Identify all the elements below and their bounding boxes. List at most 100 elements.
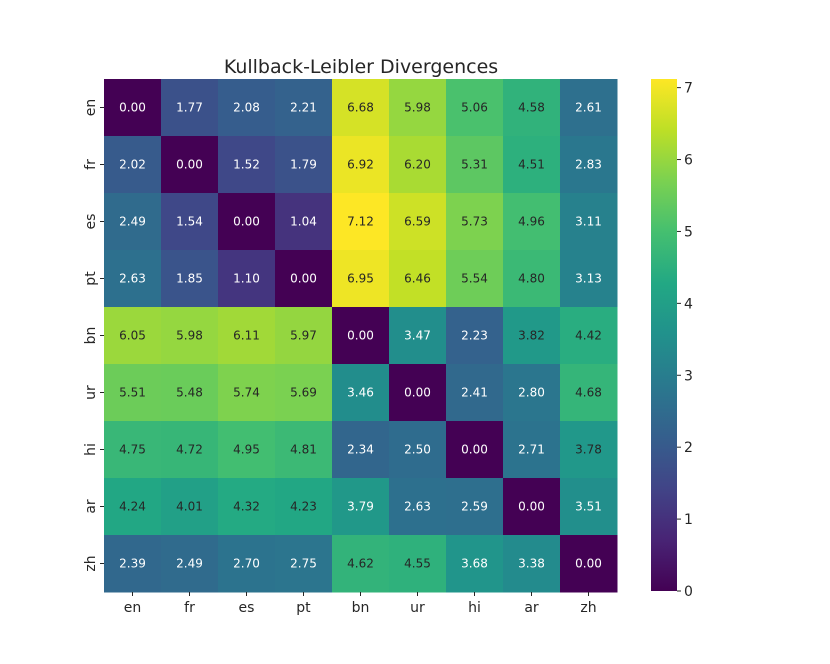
- heatmap-cell-bn-ur: [389, 307, 447, 365]
- colorbar: 0 1 2 3 4 5 6 7: [651, 79, 693, 600]
- cell-annotation: 4.96: [518, 215, 545, 229]
- heatmap-cell-zh-ar: [503, 535, 561, 593]
- cell-annotation: 0.00: [404, 386, 431, 400]
- heatmap-cell-zh-fr: [161, 535, 219, 593]
- cell-annotation: 3.46: [347, 386, 374, 400]
- y-tick-label-fr: fr: [83, 159, 99, 170]
- cell-annotation: 4.55: [404, 557, 431, 571]
- cell-annotation: 5.06: [461, 101, 488, 115]
- heatmap-cell-pt-bn: [332, 250, 390, 308]
- cell-annotation: 2.49: [176, 557, 203, 571]
- cell-annotation: 4.58: [518, 101, 545, 115]
- cell-annotation: 0.00: [575, 557, 602, 571]
- heatmap-cell-fr-es: [218, 136, 276, 194]
- cell-annotation: 2.39: [119, 557, 146, 571]
- x-tick-label-en: en: [124, 600, 142, 616]
- cell-annotation: 3.51: [575, 500, 602, 514]
- heatmap-cell-bn-es: [218, 307, 276, 365]
- cell-annotation: 2.59: [461, 500, 488, 514]
- heatmap-cell-fr-bn: [332, 136, 390, 194]
- cell-annotation: 5.48: [176, 386, 203, 400]
- heatmap-cell-ur-ar: [503, 364, 561, 422]
- cell-annotation: 2.23: [461, 329, 488, 343]
- colorbar-tick-label: 6: [684, 153, 693, 169]
- heatmap-cell-fr-en: [104, 136, 162, 194]
- heatmap-cell-zh-es: [218, 535, 276, 593]
- cell-annotation: 3.79: [347, 500, 374, 514]
- heatmap-cell-ar-ur: [389, 478, 447, 536]
- cell-annotation: 5.73: [461, 215, 488, 229]
- cell-annotation: 0.00: [518, 500, 545, 514]
- heatmap-cell-pt-pt: [275, 250, 333, 308]
- heatmap-cell-ar-es: [218, 478, 276, 536]
- cell-annotation: 2.34: [347, 443, 374, 457]
- heatmap-cell-es-bn: [332, 193, 390, 251]
- heatmap-cell-bn-bn: [332, 307, 390, 365]
- heatmap-cell-ar-hi: [446, 478, 504, 536]
- cell-annotation: 1.79: [290, 158, 317, 172]
- x-axis-ticks: en fr es pt bn ur hi ar zh: [124, 592, 597, 616]
- cell-annotation: 5.69: [290, 386, 317, 400]
- heatmap-cell-hi-en: [104, 421, 162, 479]
- colorbar-tick-label: 0: [684, 584, 693, 600]
- heatmap-cell-zh-bn: [332, 535, 390, 593]
- cell-annotation: 3.68: [461, 557, 488, 571]
- heatmap-cell-es-zh: [560, 193, 618, 251]
- cell-annotation: 2.21: [290, 101, 317, 115]
- cell-annotation: 2.63: [404, 500, 431, 514]
- x-tick-label-zh: zh: [580, 600, 596, 616]
- cell-annotation: 4.01: [176, 500, 203, 514]
- heatmap-cell-fr-ar: [503, 136, 561, 194]
- cell-annotation: 2.83: [575, 158, 602, 172]
- cell-annotation: 1.04: [290, 215, 317, 229]
- y-tick-label-ar: ar: [83, 499, 99, 514]
- heatmap-cell-fr-hi: [446, 136, 504, 194]
- x-tick-label-fr: fr: [184, 600, 195, 616]
- heatmap-cell-ar-pt: [275, 478, 333, 536]
- cell-annotation: 7.12: [347, 215, 374, 229]
- x-tick-label-pt: pt: [296, 600, 311, 616]
- cell-annotation: 4.72: [176, 443, 203, 457]
- heatmap-cell-bn-pt: [275, 307, 333, 365]
- heatmap-cell-pt-en: [104, 250, 162, 308]
- colorbar-tick-label: 1: [684, 512, 693, 528]
- colorbar-tick-label: 4: [684, 296, 693, 312]
- cell-annotation: 4.81: [290, 443, 317, 457]
- y-axis-ticks: en fr es pt bn ur hi ar zh: [83, 99, 104, 572]
- colorbar-tick-label: 2: [684, 440, 693, 456]
- colorbar-gradient: [651, 79, 677, 591]
- cell-annotation: 2.02: [119, 158, 146, 172]
- heatmap-cell-zh-zh: [560, 535, 618, 593]
- heatmap-cell-es-es: [218, 193, 276, 251]
- heatmap-cell-ur-zh: [560, 364, 618, 422]
- cell-annotation: 6.20: [404, 158, 431, 172]
- heatmap-cell-hi-zh: [560, 421, 618, 479]
- y-tick-label-zh: zh: [83, 555, 99, 571]
- cell-annotation: 5.51: [119, 386, 146, 400]
- cell-annotation: 0.00: [176, 158, 203, 172]
- heatmap-cell-zh-en: [104, 535, 162, 593]
- cell-annotation: 4.62: [347, 557, 374, 571]
- heatmap-cell-en-es: [218, 79, 276, 137]
- cell-annotation: 2.61: [575, 101, 602, 115]
- heatmap-cell-hi-pt: [275, 421, 333, 479]
- x-tick-label-bn: bn: [352, 600, 370, 616]
- heatmap-cell-ar-ar: [503, 478, 561, 536]
- heatmap-cell-fr-ur: [389, 136, 447, 194]
- heatmap-cell-en-zh: [560, 79, 618, 137]
- cell-annotations: 0.00 1.77 2.08 2.21 6.68 5.98 5.06 4.58 2.61 2.02…: [119, 101, 602, 571]
- heatmap-cell-ur-hi: [446, 364, 504, 422]
- cell-annotation: 2.71: [518, 443, 545, 457]
- heatmap-cell-bn-ar: [503, 307, 561, 365]
- cell-annotation: 1.54: [176, 215, 203, 229]
- heatmap-cell-es-ur: [389, 193, 447, 251]
- cell-annotation: 6.95: [347, 272, 374, 286]
- x-tick-label-hi: hi: [468, 600, 481, 616]
- heatmap-cell-hi-bn: [332, 421, 390, 479]
- y-tick-label-es: es: [83, 214, 99, 230]
- cell-annotation: 4.80: [518, 272, 545, 286]
- heatmap-cell-es-hi: [446, 193, 504, 251]
- heatmap-cell-en-fr: [161, 79, 219, 137]
- colorbar-tick-label: 3: [684, 368, 693, 384]
